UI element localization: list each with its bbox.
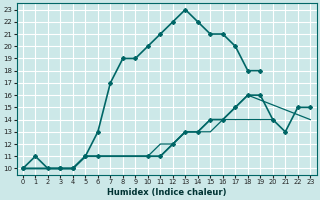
X-axis label: Humidex (Indice chaleur): Humidex (Indice chaleur) <box>107 188 226 197</box>
